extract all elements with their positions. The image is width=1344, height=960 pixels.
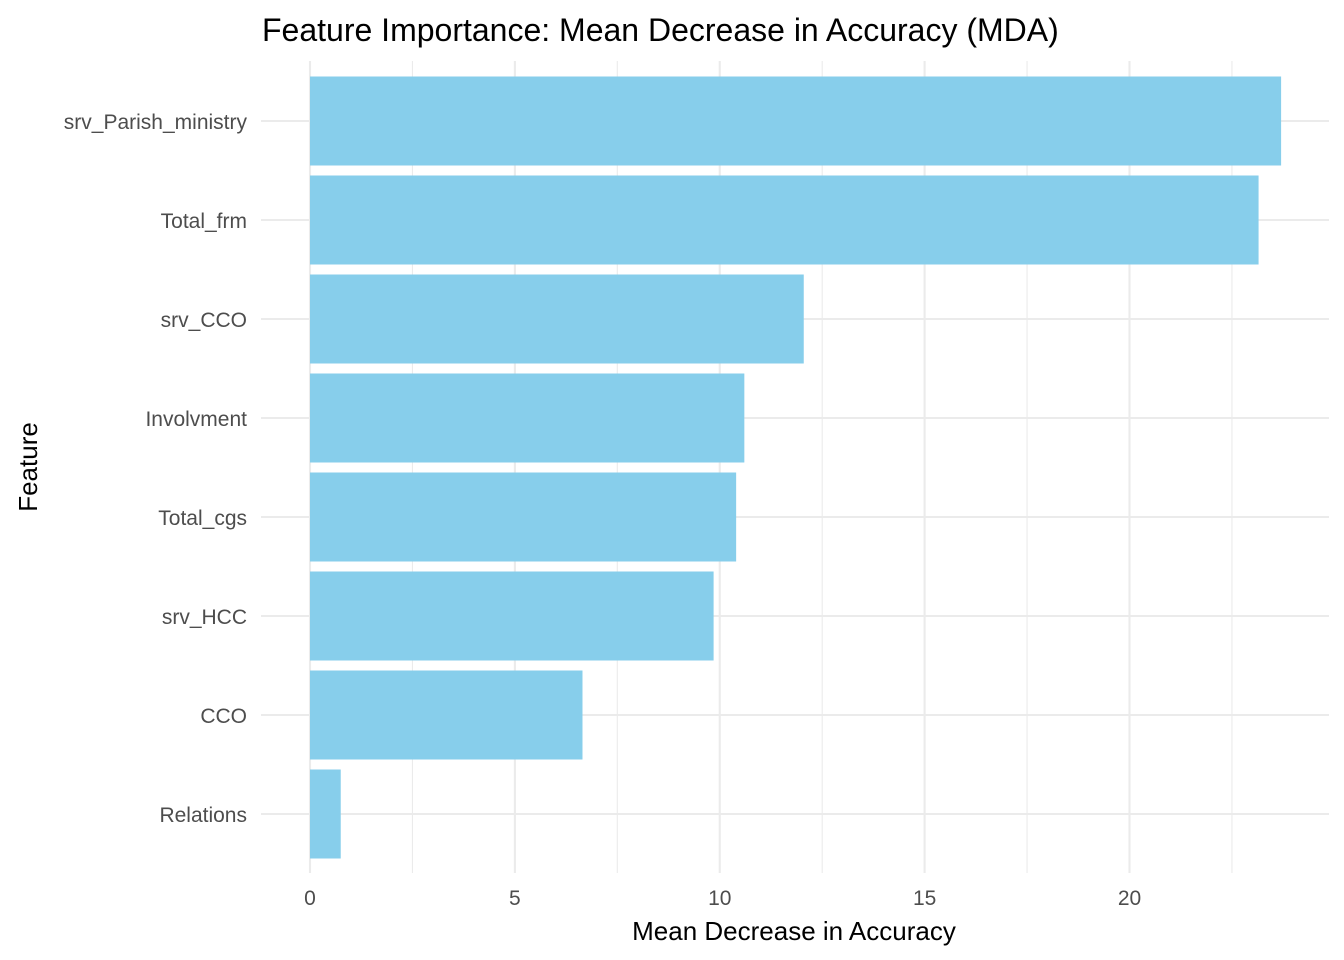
y-tick-label: CCO (200, 705, 247, 728)
x-tick-label: 5 (509, 887, 521, 910)
y-tick-label: Total_cgs (158, 507, 247, 530)
bar (310, 274, 804, 364)
y-tick-label: srv_CCO (161, 309, 247, 332)
bar (310, 175, 1259, 265)
bar (310, 571, 714, 661)
x-tick-labels: 0 5 10 15 20 (304, 887, 1141, 910)
x-tick-label: 0 (304, 887, 316, 910)
x-tick-label: 15 (913, 887, 936, 910)
x-tick-label: 20 (1118, 887, 1141, 910)
y-tick-label: srv_Parish_ministry (64, 111, 248, 134)
chart-title: Feature Importance: Mean Decrease in Acc… (262, 12, 1059, 48)
y-tick-label: srv_HCC (162, 606, 247, 629)
x-tick-label: 10 (708, 887, 731, 910)
x-axis-title: Mean Decrease in Accuracy (632, 916, 956, 946)
bar (310, 670, 583, 760)
y-tick-label: Total_frm (161, 210, 247, 233)
y-axis-title: Feature (13, 422, 43, 512)
bar (310, 769, 341, 859)
bar (310, 472, 737, 562)
y-tick-label: Involvment (145, 408, 247, 431)
bar (310, 76, 1282, 166)
y-tick-label: Relations (159, 804, 247, 827)
bar-group (310, 76, 1282, 859)
y-tick-labels: srv_Parish_ministry Total_frm srv_CCO Invol… (64, 111, 248, 827)
bar (310, 373, 745, 463)
